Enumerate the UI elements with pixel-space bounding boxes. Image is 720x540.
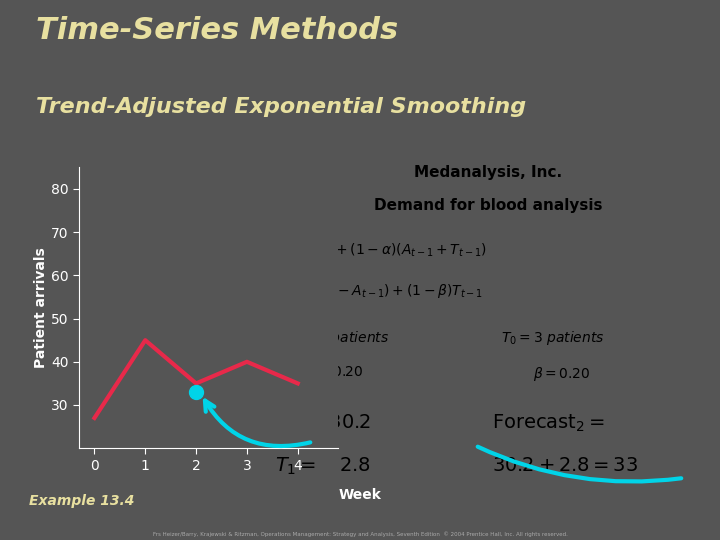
Text: $A_t = \alpha\, D_t + (1 - \alpha)(A_{t-1} + T_{t-1})$: $A_t = \alpha\, D_t + (1 - \alpha)(A_{t-…	[274, 241, 487, 259]
Text: Medanalysis, Inc.: Medanalysis, Inc.	[414, 165, 562, 180]
Text: Demand for blood analysis: Demand for blood analysis	[374, 198, 602, 213]
Text: $\beta = 0.20$: $\beta = 0.20$	[534, 366, 590, 383]
Text: $A_0 = 28$ patients: $A_0 = 28$ patients	[274, 329, 389, 347]
Text: Trend-Adjusted Exponential Smoothing: Trend-Adjusted Exponential Smoothing	[36, 97, 526, 117]
Text: $T_t = \beta\, (A_t - A_{t-1}) + (1 - \beta)T_{t-1}$: $T_t = \beta\, (A_t - A_{t-1}) + (1 - \b…	[274, 282, 483, 300]
Text: $T_1 = \ \ \ 2.8$: $T_1 = \ \ \ 2.8$	[274, 456, 370, 477]
Y-axis label: Patient arrivals: Patient arrivals	[35, 247, 48, 368]
Text: Week: Week	[338, 488, 382, 502]
Text: $T_0 = 3$ patients: $T_0 = 3$ patients	[501, 329, 605, 347]
Text: $\mathrm{Forecast}_2 =$: $\mathrm{Forecast}_2 =$	[492, 413, 606, 434]
Text: Example 13.4: Example 13.4	[29, 494, 134, 508]
Text: Frs Heizer/Barry, Krajewski & Ritzman, Operations Management: Strategy and Analy: Frs Heizer/Barry, Krajewski & Ritzman, O…	[153, 532, 567, 537]
Text: $30.2 + 2.8 = 33$: $30.2 + 2.8 = 33$	[492, 456, 639, 475]
Text: Time-Series Methods: Time-Series Methods	[36, 16, 398, 45]
Text: $\alpha = 0.20$: $\alpha = 0.20$	[307, 366, 364, 380]
Text: $A_1 = \ 30.2$: $A_1 = \ 30.2$	[274, 413, 371, 434]
